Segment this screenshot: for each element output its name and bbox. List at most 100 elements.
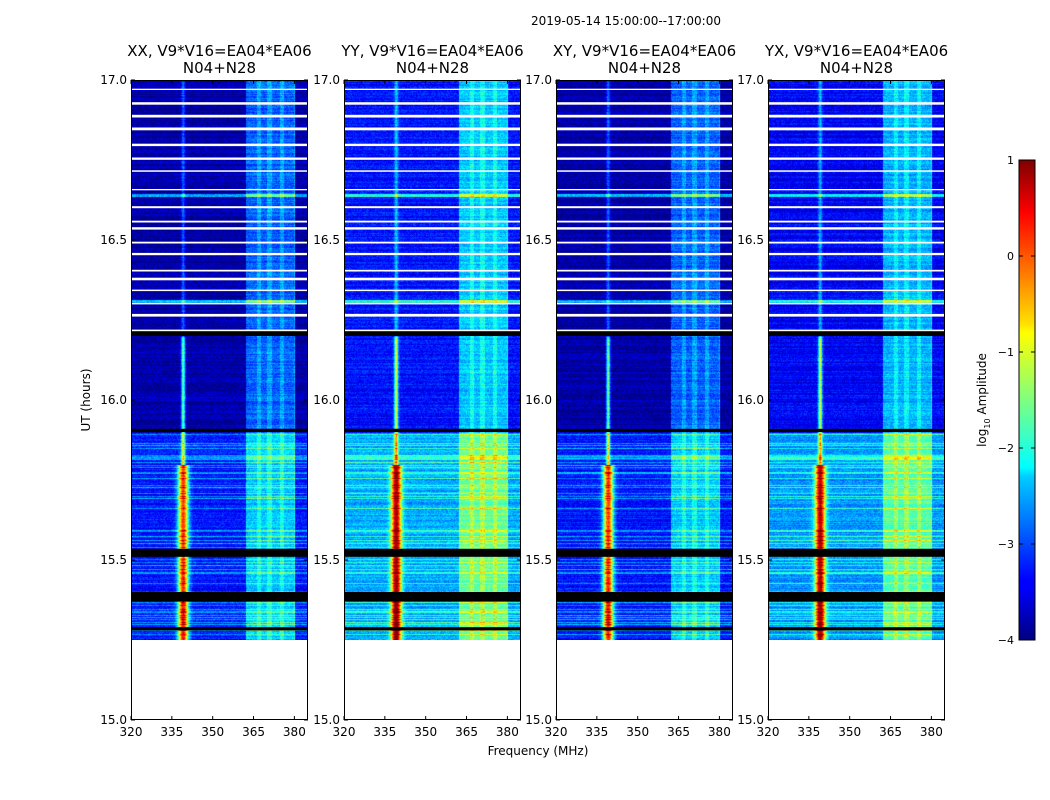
flagged-row bbox=[768, 157, 945, 160]
colorbar-tick-label: −1 bbox=[998, 346, 1014, 359]
y-tick-label: 17.0 bbox=[313, 73, 340, 87]
flagged-row bbox=[344, 189, 521, 191]
flagged-row bbox=[344, 277, 521, 281]
flagged-row bbox=[556, 189, 733, 191]
flagged-row bbox=[556, 269, 733, 272]
x-tick-label: 320 bbox=[120, 725, 143, 739]
flagged-row bbox=[556, 241, 733, 244]
panel-2: 320 335 350 365 380 15.0 15.5 16.0 16.5 17.0YY, V… bbox=[313, 42, 523, 739]
flagged-row bbox=[768, 206, 945, 209]
flagged-black-row bbox=[768, 592, 945, 602]
x-tick-label: 380 bbox=[920, 725, 943, 739]
panel-4: 320 335 350 365 380 15.0 15.5 16.0 16.5 17.0YX, V… bbox=[737, 42, 948, 739]
flagged-row bbox=[768, 289, 945, 292]
flagged-row bbox=[556, 88, 733, 90]
flagged-row bbox=[344, 289, 521, 292]
colorbar-tick-label: −4 bbox=[998, 634, 1014, 647]
y-tick-label: 15.5 bbox=[525, 553, 552, 567]
flagged-row bbox=[556, 157, 733, 160]
flagged-black-row bbox=[344, 428, 521, 432]
flagged-row bbox=[556, 143, 733, 147]
flagged-black-row bbox=[344, 331, 521, 336]
flagged-row bbox=[556, 302, 733, 305]
flagged-row bbox=[768, 277, 945, 281]
y-tick-label: 15.0 bbox=[737, 713, 764, 727]
flagged-row bbox=[344, 241, 521, 244]
flagged-black-row bbox=[131, 592, 308, 602]
flagged-row bbox=[768, 313, 945, 317]
x-tick-label: 335 bbox=[585, 725, 608, 739]
y-tick-label: 15.5 bbox=[737, 553, 764, 567]
y-tick-label: 16.5 bbox=[525, 233, 552, 247]
x-tick-label: 320 bbox=[545, 725, 568, 739]
x-tick-label: 350 bbox=[201, 725, 224, 739]
x-axis-label: Frequency (MHz) bbox=[488, 744, 589, 758]
flagged-row bbox=[131, 102, 308, 105]
flagged-row bbox=[131, 170, 308, 172]
flagged-row bbox=[344, 269, 521, 272]
flagged-black-row bbox=[768, 428, 945, 432]
flagged-row bbox=[344, 329, 521, 332]
y-tick-label: 16.5 bbox=[737, 233, 764, 247]
flagged-row bbox=[131, 220, 308, 223]
panel-3: 320 335 350 365 380 15.0 15.5 16.0 16.5 17.0XY, V… bbox=[525, 42, 736, 739]
panel-title: XX, V9*V16=EA04*EA06 bbox=[127, 42, 311, 60]
flagged-row bbox=[344, 143, 521, 147]
flagged-row bbox=[768, 329, 945, 332]
flagged-row bbox=[556, 206, 733, 209]
flagged-row bbox=[131, 329, 308, 332]
flagged-row bbox=[131, 157, 308, 160]
flagged-row bbox=[768, 302, 945, 305]
x-tick-label: 380 bbox=[496, 725, 519, 739]
y-tick-label: 15.0 bbox=[100, 713, 127, 727]
flagged-row bbox=[556, 114, 733, 118]
flagged-row bbox=[556, 289, 733, 292]
y-tick-label: 15.5 bbox=[313, 553, 340, 567]
flagged-row bbox=[556, 329, 733, 332]
flagged-row bbox=[131, 269, 308, 272]
colorbar-label: log10 Amplitude bbox=[975, 353, 992, 447]
panel-1: 320 335 350 365 380 15.0 15.5 16.0 16.5 17.0XX, V… bbox=[100, 42, 311, 739]
flagged-black-row bbox=[768, 627, 945, 631]
flagged-row bbox=[556, 252, 733, 256]
flagged-row bbox=[344, 206, 521, 209]
flagged-row bbox=[556, 220, 733, 223]
panel-title: YY, V9*V16=EA04*EA06 bbox=[340, 42, 523, 60]
flagged-black-row bbox=[344, 592, 521, 602]
flagged-row bbox=[768, 241, 945, 244]
flagged-row bbox=[344, 220, 521, 223]
colorbar-tick-label: −2 bbox=[998, 442, 1014, 455]
x-tick-label: 365 bbox=[455, 725, 478, 739]
waterfall-heatmap bbox=[131, 80, 308, 640]
flagged-black-row bbox=[131, 428, 308, 432]
flagged-row bbox=[768, 220, 945, 223]
colorbar-tick-label: 0 bbox=[1007, 250, 1014, 263]
flagged-row bbox=[344, 227, 521, 230]
flagged-row bbox=[768, 269, 945, 272]
flagged-row bbox=[556, 277, 733, 281]
x-tick-label: 380 bbox=[283, 725, 306, 739]
colorbar-tick-label: 1 bbox=[1007, 154, 1014, 167]
flagged-row bbox=[556, 227, 733, 230]
panel-title: XY, V9*V16=EA04*EA06 bbox=[553, 42, 736, 60]
flagged-row bbox=[768, 189, 945, 191]
flagged-black-row bbox=[344, 548, 521, 557]
flagged-black-row bbox=[556, 548, 733, 557]
flagged-row bbox=[344, 252, 521, 256]
flagged-row bbox=[768, 102, 945, 105]
flagged-row bbox=[131, 227, 308, 230]
panel-title: YX, V9*V16=EA04*EA06 bbox=[764, 42, 948, 60]
flagged-row bbox=[344, 313, 521, 317]
y-tick-label: 17.0 bbox=[525, 73, 552, 87]
flagged-row bbox=[768, 252, 945, 256]
y-axis-label: UT (hours) bbox=[79, 368, 93, 431]
flagged-row bbox=[131, 277, 308, 281]
x-tick-label: 320 bbox=[333, 725, 356, 739]
x-tick-label: 350 bbox=[414, 725, 437, 739]
x-tick-label: 380 bbox=[708, 725, 731, 739]
y-tick-label: 17.0 bbox=[100, 73, 127, 87]
panel-subtitle: N04+N28 bbox=[608, 59, 681, 77]
figure-title: 2019-05-14 15:00:00--17:00:00 bbox=[530, 14, 721, 28]
y-tick-label: 16.5 bbox=[313, 233, 340, 247]
